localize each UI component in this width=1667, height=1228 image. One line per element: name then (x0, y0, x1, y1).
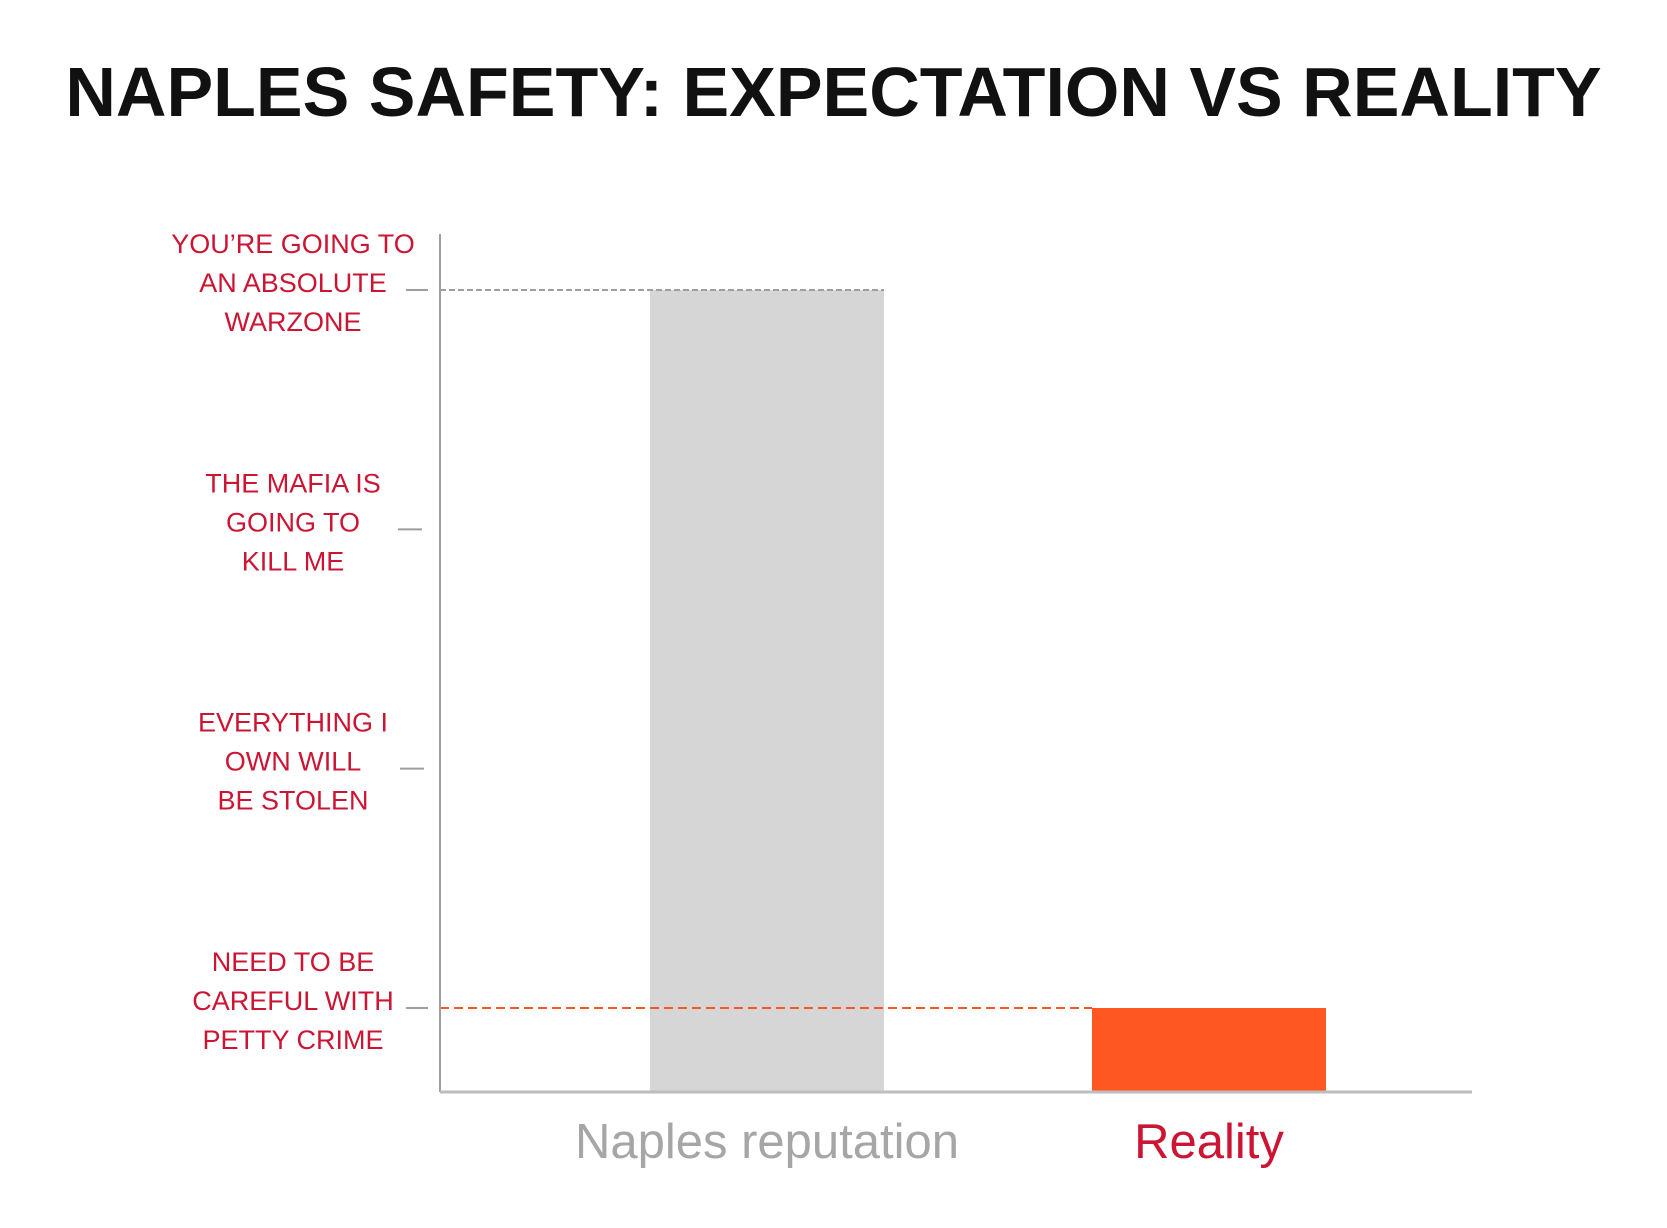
x-label-reality: Reality (1134, 1115, 1284, 1169)
x-label-naples-reputation: Naples reputation (575, 1115, 959, 1169)
y-tick-label-line: CAREFUL WITH (192, 986, 394, 1016)
y-tick-label-line: KILL ME (242, 546, 345, 576)
chart-title: NAPLES SAFETY: EXPECTATION VS REALITY (65, 53, 1602, 131)
y-tick-label: YOU’RE GOING TO AN ABSOLUTE WARZONE (171, 229, 415, 337)
bar-naples-reputation (650, 290, 884, 1092)
bar-reality (1092, 1008, 1326, 1092)
y-tick-label: EVERYTHING I OWN WILL BE STOLEN (198, 708, 388, 816)
y-tick-label-line: PETTY CRIME (202, 1025, 383, 1055)
y-tick-label-line: AN ABSOLUTE (199, 268, 387, 298)
x-labels-layer: Naples reputation Reality (575, 1115, 1284, 1169)
axes-layer (439, 234, 1472, 1094)
y-tick-label-line: OWN WILL (225, 747, 362, 777)
y-tick-label-line: THE MAFIA IS (205, 468, 381, 498)
y-tick-label-line: EVERYTHING I (198, 708, 388, 738)
y-tick-label-line: YOU’RE GOING TO (171, 229, 415, 259)
y-tick-label-line: WARZONE (225, 307, 362, 337)
y-tick-label: THE MAFIA IS GOING TO KILL ME (205, 468, 381, 576)
y-ticks-layer: NEED TO BE CAREFUL WITH PETTY CRIME EVERYTH… (171, 229, 428, 1055)
y-tick-label-line: BE STOLEN (217, 786, 368, 816)
bars-layer (650, 290, 1326, 1092)
y-tick-label-line: GOING TO (226, 507, 360, 537)
reference-lines-layer (440, 289, 1092, 1009)
y-tick-label-line: NEED TO BE (212, 947, 375, 977)
y-tick-label: NEED TO BE CAREFUL WITH PETTY CRIME (192, 947, 394, 1055)
